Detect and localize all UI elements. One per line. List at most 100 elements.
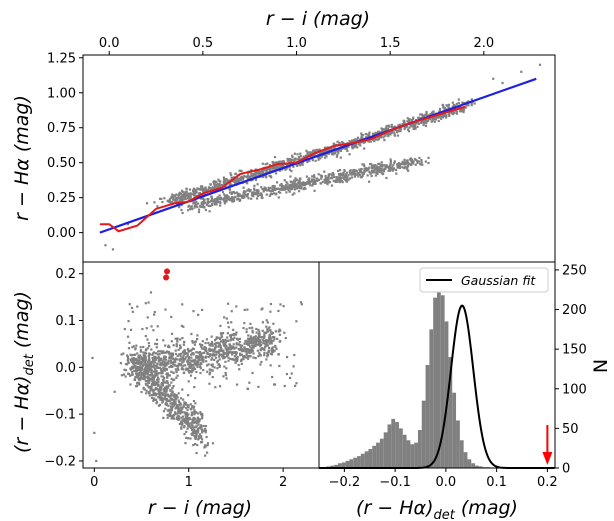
scatter-point — [140, 357, 143, 361]
scatter-point — [335, 155, 338, 158]
bottom-right-y-axis-label: N — [590, 359, 612, 373]
scatter-point — [183, 350, 186, 354]
scatter-point — [259, 194, 262, 197]
scatter-point — [354, 143, 358, 146]
scatter-point — [381, 172, 385, 176]
scatter-point — [211, 198, 214, 202]
scatter-point — [370, 164, 374, 167]
scatter-point — [284, 184, 288, 187]
scatter-point — [341, 181, 344, 184]
scatter-point — [181, 361, 184, 364]
scatter-point — [220, 347, 223, 351]
scatter-point — [250, 197, 253, 200]
scatter-point — [199, 365, 202, 369]
scatter-point — [139, 371, 143, 374]
scatter-point — [193, 431, 196, 435]
scatter-point — [189, 193, 192, 196]
scatter-point — [412, 116, 415, 119]
scatter-point — [420, 161, 423, 164]
scatter-point — [126, 335, 130, 338]
scatter-point — [229, 345, 232, 348]
scatter-point — [262, 342, 265, 345]
scatter-point — [236, 176, 239, 179]
scatter-point — [183, 352, 186, 356]
scatter-point — [278, 364, 281, 368]
histogram-bar — [459, 440, 464, 468]
scatter-point — [170, 409, 173, 412]
scatter-point — [164, 344, 167, 347]
scatter-point — [222, 342, 225, 345]
scatter-point — [149, 291, 153, 294]
scatter-point — [227, 326, 230, 329]
scatter-point — [181, 388, 184, 391]
scatter-point — [306, 160, 309, 164]
tick-label: 2.0 — [473, 36, 494, 51]
scatter-point — [425, 114, 428, 117]
scatter-point — [204, 424, 207, 428]
scatter-point — [129, 383, 132, 386]
scatter-point — [294, 177, 297, 180]
scatter-point — [363, 165, 366, 168]
scatter-point — [374, 174, 377, 177]
scatter-point — [193, 363, 196, 366]
scatter-point — [232, 191, 235, 194]
scatter-point — [266, 328, 269, 331]
scatter-point — [247, 357, 250, 360]
scatter-point — [261, 335, 264, 339]
scatter-point — [164, 364, 167, 367]
scatter-point — [348, 140, 351, 143]
scatter-point — [147, 359, 150, 362]
scatter-point — [219, 336, 222, 339]
scatter-point — [249, 322, 252, 325]
scatter-point — [492, 77, 495, 80]
scatter-point — [213, 339, 217, 342]
scatter-point — [390, 132, 393, 135]
scatter-point — [293, 192, 296, 195]
scatter-point — [167, 362, 170, 365]
scatter-point — [293, 180, 297, 183]
scatter-point — [253, 337, 256, 340]
scatter-point — [212, 349, 215, 353]
scatter-point — [225, 367, 228, 370]
scatter-point — [211, 203, 214, 207]
scatter-point — [356, 138, 359, 141]
scatter-point — [180, 357, 184, 360]
scatter-point — [184, 442, 187, 445]
scatter-point — [216, 182, 220, 186]
scatter-point — [265, 170, 268, 173]
scatter-point — [163, 389, 166, 393]
scatter-point — [179, 199, 182, 202]
scatter-point — [188, 361, 191, 365]
scatter-point — [359, 144, 362, 147]
scatter-point — [384, 127, 387, 130]
scatter-point — [155, 338, 159, 341]
scatter-point — [174, 368, 177, 371]
scatter-point — [243, 346, 246, 349]
scatter-point — [389, 133, 392, 136]
scatter-point — [156, 356, 159, 360]
scatter-point — [345, 171, 349, 174]
scatter-point — [271, 188, 274, 191]
scatter-point — [174, 337, 177, 340]
scatter-point — [239, 194, 242, 198]
scatter-point — [388, 166, 391, 170]
scatter-point — [163, 355, 166, 358]
scatter-point — [273, 155, 277, 159]
scatter-point — [221, 340, 225, 344]
scatter-point — [339, 177, 342, 181]
scatter-point — [313, 180, 317, 183]
scatter-point — [237, 180, 240, 183]
scatter-point — [278, 328, 281, 331]
top-y-axis-label: r − Hα (mag) — [11, 95, 33, 221]
scatter-point — [135, 384, 139, 388]
scatter-point — [223, 356, 227, 359]
scatter-point — [336, 140, 339, 143]
scatter-point — [225, 377, 228, 380]
scatter-point — [152, 374, 155, 377]
scatter-point — [214, 347, 217, 350]
scatter-point — [243, 355, 246, 359]
histogram-bar — [330, 465, 335, 468]
scatter-point — [202, 355, 205, 359]
scatter-point — [239, 178, 242, 181]
scatter-point — [195, 432, 198, 435]
